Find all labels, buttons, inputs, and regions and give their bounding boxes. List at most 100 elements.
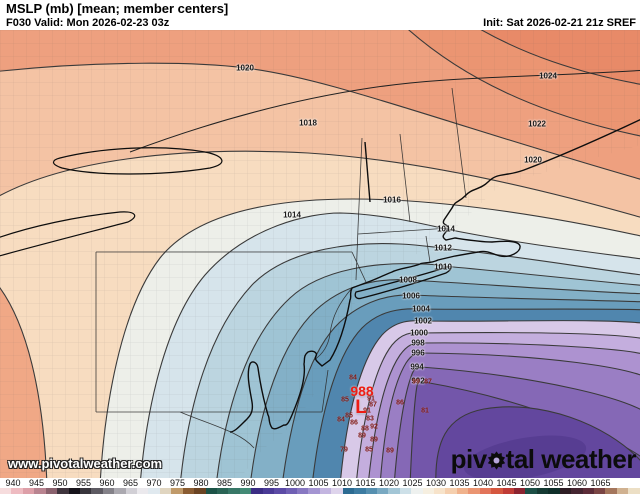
- colorbar-cell: [68, 488, 80, 494]
- scale-tick-label: 950: [52, 478, 68, 488]
- colorbar-cell: [34, 488, 46, 494]
- member-center-value: 85: [345, 412, 353, 420]
- colorbar-cell: [228, 488, 240, 494]
- member-center-value: 89: [386, 447, 394, 455]
- colorbar-cell: [11, 488, 23, 494]
- colorbar-cell: [513, 488, 526, 494]
- scale-tick-label: 1045: [496, 478, 517, 488]
- contour-label: 1016: [383, 195, 401, 205]
- colorbar-cell: [434, 488, 446, 494]
- member-center-value: 81: [421, 407, 429, 415]
- scale-tick-label: 990: [240, 478, 256, 488]
- colorbar-cell: [559, 488, 572, 494]
- member-center-value: 87: [424, 378, 432, 386]
- member-center-value: 92: [370, 423, 378, 431]
- header: MSLP (mb) [mean; member centers] F030 Va…: [0, 0, 640, 30]
- coastline: [229, 118, 640, 433]
- colorbar-cell: [605, 488, 617, 494]
- colorbar-cell: [22, 488, 35, 494]
- long-island: [354, 266, 452, 300]
- colorbar-cell: [79, 488, 92, 494]
- member-center-value: 83: [366, 415, 374, 423]
- colorbar-cell: [319, 488, 332, 494]
- colorbar-cell: [354, 488, 366, 494]
- colorbar-cell: [468, 488, 480, 494]
- scale-tick-label: 955: [75, 478, 92, 488]
- colorbar-cell: [125, 488, 138, 494]
- colorbar-cell: [536, 488, 549, 494]
- colorbar-cell: [525, 488, 537, 494]
- colorbar-cell: [171, 488, 183, 494]
- colorbar-cell: [137, 488, 149, 494]
- scale-tick-label: 965: [122, 478, 139, 488]
- colorbar-cell: [422, 488, 435, 494]
- contour-label: 1004: [412, 304, 430, 314]
- valid-time: F030 Valid: Mon 2026-02-23 03z: [6, 17, 170, 29]
- colorbar-cell: [388, 488, 400, 494]
- lake-champlain: [364, 141, 371, 203]
- contour-label: 1008: [399, 275, 417, 285]
- scale-tick-label: 1000: [284, 478, 306, 488]
- contour-label: 1012: [434, 243, 452, 253]
- scale-tick-label: 1030: [425, 478, 447, 488]
- colorbar-cell: [0, 488, 12, 494]
- member-center-value: 89: [370, 436, 378, 444]
- scale-tick-label: 940: [5, 478, 21, 488]
- logo-text-left: piv: [450, 444, 488, 474]
- scale-tick-label: 1025: [402, 478, 423, 488]
- colorbar-cell: [91, 488, 103, 494]
- colorbar-cell: [182, 488, 195, 494]
- scale-tick-label: 970: [146, 478, 162, 488]
- scale-tick-label: 1050: [519, 478, 541, 488]
- colorbar-cell: [239, 488, 252, 494]
- gear-icon: [487, 451, 505, 470]
- colorbar-cell: [308, 488, 320, 494]
- colorbar-cell: [376, 488, 389, 494]
- scale-tick-label: 1060: [566, 478, 588, 488]
- colorbar-cell: [456, 488, 469, 494]
- member-center-value: 99: [412, 378, 420, 386]
- colorbar-cell: [217, 488, 229, 494]
- logo-text-right: tal weather: [505, 444, 637, 474]
- member-center-value: 86: [350, 419, 358, 427]
- pressure-field: [0, 30, 640, 478]
- product-title: MSLP (mb) [mean; member centers]: [6, 1, 229, 16]
- colorbar-cell: [205, 488, 218, 494]
- scale-colorbar: [0, 488, 640, 494]
- member-center-value: 85: [341, 396, 349, 404]
- colorbar-cell: [479, 488, 492, 494]
- colorbar-cell: [628, 488, 640, 494]
- canada-border: [129, 69, 640, 153]
- colorbar-cell: [262, 488, 275, 494]
- contour-label: 994: [410, 362, 424, 372]
- state-borders: [95, 87, 467, 449]
- contour-label: 998: [411, 338, 425, 348]
- low-core-shading: [463, 435, 587, 478]
- colorbar-cell: [57, 488, 69, 494]
- member-center-value: 79: [340, 446, 348, 454]
- scale-tick-label: 945: [28, 478, 45, 488]
- scale-tick-label: 1010: [331, 478, 353, 488]
- scale-tick-label: 995: [263, 478, 280, 488]
- colorbar-cell: [593, 488, 606, 494]
- scale-tick-label: 1035: [449, 478, 470, 488]
- scale-tick-label: 975: [169, 478, 186, 488]
- contour-label: 1018: [299, 118, 317, 128]
- member-center-value: 85: [365, 446, 373, 454]
- colorbar-cell: [548, 488, 560, 494]
- member-center-value: 87: [369, 401, 377, 409]
- contour-label: 996: [411, 348, 425, 358]
- colorbar-cell: [45, 488, 58, 494]
- member-center-value: 91: [363, 407, 371, 415]
- low-pressure-value: 988: [350, 383, 374, 399]
- colorbar-cell: [285, 488, 297, 494]
- scale-tick-label: 1020: [378, 478, 400, 488]
- contour-label: 992: [411, 376, 425, 386]
- colorbar-cell: [159, 488, 172, 494]
- contour-label: 1002: [414, 316, 432, 326]
- contour-label: 1000: [410, 328, 428, 338]
- member-center-value: 91: [367, 395, 375, 403]
- colorbar-cell: [148, 488, 160, 494]
- contour-label: 1022: [528, 119, 546, 129]
- colorbar-cell: [571, 488, 583, 494]
